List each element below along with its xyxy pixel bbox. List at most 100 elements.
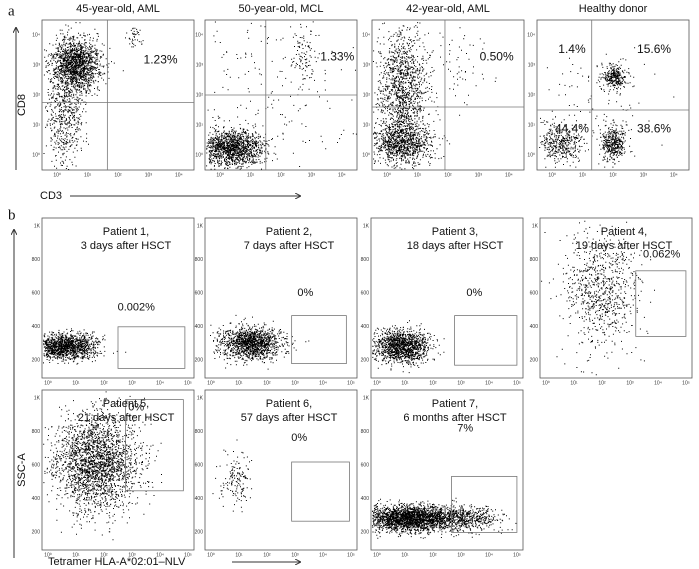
tick-label: 10³ bbox=[128, 380, 136, 386]
tick-label: 10¹ bbox=[84, 172, 92, 178]
tick-label: 10⁰ bbox=[207, 380, 215, 386]
tick-label: 10⁴ bbox=[654, 380, 662, 386]
tick-label: 10⁴ bbox=[319, 380, 327, 386]
tick-label: 600 bbox=[361, 462, 370, 468]
plot-title: Patient 6, bbox=[266, 398, 312, 410]
gate-percent: 0% bbox=[291, 432, 307, 444]
tick-label: 10³ bbox=[528, 62, 536, 68]
tick-label: 10³ bbox=[128, 552, 136, 558]
plot-title: 45-year-old, AML bbox=[76, 3, 160, 15]
gate-box bbox=[291, 461, 350, 522]
tick-label: 10² bbox=[100, 552, 108, 558]
dot-cloud bbox=[212, 439, 253, 513]
tick-label: 600 bbox=[195, 462, 204, 468]
gate-percent: 0% bbox=[466, 287, 482, 299]
tick-label: 10⁴ bbox=[156, 380, 164, 386]
panel-label: a bbox=[8, 3, 15, 19]
tick-label: 10² bbox=[429, 380, 437, 386]
dot-cloud bbox=[373, 22, 497, 170]
tick-label: 10³ bbox=[475, 172, 483, 178]
tick-label: 10³ bbox=[196, 62, 204, 68]
tick-label: 10⁰ bbox=[53, 172, 61, 178]
tick-label: 10⁴ bbox=[505, 172, 513, 178]
gate-percent: 7% bbox=[457, 422, 473, 434]
tick-label: 10² bbox=[598, 380, 606, 386]
plot-title: Patient 3, bbox=[432, 226, 478, 238]
tick-label: 10⁰ bbox=[527, 152, 535, 158]
dot-cloud bbox=[43, 391, 163, 541]
tick-label: 10³ bbox=[457, 380, 465, 386]
tick-label: 10⁴ bbox=[175, 172, 183, 178]
tick-label: 10² bbox=[114, 172, 122, 178]
tick-label: 200 bbox=[32, 529, 41, 535]
tick-label: 600 bbox=[361, 290, 370, 296]
tick-label: 10³ bbox=[145, 172, 153, 178]
tick-label: 200 bbox=[361, 529, 370, 535]
gate-box bbox=[635, 270, 687, 337]
plot-frame bbox=[204, 389, 358, 551]
tick-label: 10³ bbox=[291, 552, 299, 558]
tick-label: 10² bbox=[263, 380, 271, 386]
tick-label: 200 bbox=[361, 357, 370, 363]
gate-box bbox=[117, 326, 186, 369]
tick-label: 10⁴ bbox=[195, 32, 203, 38]
tick-label: 1K bbox=[34, 395, 41, 401]
tick-label: 200 bbox=[195, 357, 204, 363]
tick-label: 400 bbox=[530, 324, 539, 330]
gate-percent: 0.50% bbox=[480, 50, 514, 64]
tick-label: 10³ bbox=[626, 380, 634, 386]
tick-label: 10¹ bbox=[196, 122, 204, 128]
tick-label: 10⁰ bbox=[548, 172, 556, 178]
plot-title: 7 days after HSCT bbox=[244, 240, 335, 252]
tick-label: 1K bbox=[197, 395, 204, 401]
tick-label: 10⁴ bbox=[32, 32, 40, 38]
plot-frame bbox=[370, 217, 524, 379]
gate-percent: 38.6% bbox=[637, 122, 671, 136]
dot-cloud bbox=[206, 21, 357, 170]
tick-label: 10⁴ bbox=[338, 172, 346, 178]
tick-label: 200 bbox=[195, 529, 204, 535]
panel-label: b bbox=[8, 207, 16, 223]
plot-frame bbox=[370, 389, 524, 551]
plot-frame bbox=[536, 19, 690, 171]
tick-label: 400 bbox=[32, 324, 41, 330]
tick-label: 400 bbox=[361, 496, 370, 502]
tick-label: 10⁰ bbox=[216, 172, 224, 178]
dot-cloud bbox=[539, 47, 675, 168]
tick-label: 10⁴ bbox=[319, 552, 327, 558]
tick-label: 10⁵ bbox=[184, 552, 192, 558]
tick-label: 10⁴ bbox=[527, 32, 535, 38]
tick-label: 10⁵ bbox=[682, 380, 690, 386]
tick-label: 10¹ bbox=[414, 172, 422, 178]
plot-frame bbox=[204, 217, 358, 379]
dot-cloud bbox=[43, 328, 127, 365]
dot-cloud bbox=[210, 314, 310, 370]
tick-label: 10¹ bbox=[401, 380, 409, 386]
tick-label: 10³ bbox=[308, 172, 316, 178]
gate-percent: 44.4% bbox=[555, 122, 589, 136]
tick-label: 600 bbox=[195, 290, 204, 296]
tick-label: 10⁰ bbox=[542, 380, 550, 386]
tick-label: 10³ bbox=[457, 552, 465, 558]
gate-percent: 0% bbox=[128, 402, 144, 414]
x-axis-label: Tetramer HLA-A*02:01–NLV bbox=[48, 556, 186, 568]
tick-label: 800 bbox=[32, 429, 41, 435]
tick-label: 600 bbox=[32, 462, 41, 468]
plot-title: 21 days after HSCT bbox=[78, 412, 175, 424]
plot-title: 18 days after HSCT bbox=[407, 240, 504, 252]
tick-label: 1K bbox=[532, 223, 539, 229]
tick-label: 10⁵ bbox=[184, 380, 192, 386]
tick-label: 10⁰ bbox=[44, 552, 52, 558]
plot-title: 19 days after HSCT bbox=[576, 240, 673, 252]
gate-percent: 0.062% bbox=[643, 249, 681, 261]
plot-frame bbox=[539, 217, 693, 379]
tick-label: 10⁵ bbox=[513, 380, 521, 386]
gate-percent: 0% bbox=[297, 287, 313, 299]
y-axis-label: SSC-A bbox=[16, 453, 28, 487]
tick-label: 10¹ bbox=[235, 552, 243, 558]
tick-label: 10³ bbox=[640, 172, 648, 178]
plot-frame bbox=[41, 389, 195, 551]
tick-label: 1K bbox=[34, 223, 41, 229]
plot-frame bbox=[41, 217, 195, 379]
plot-title: 50-year-old, MCL bbox=[239, 3, 324, 15]
